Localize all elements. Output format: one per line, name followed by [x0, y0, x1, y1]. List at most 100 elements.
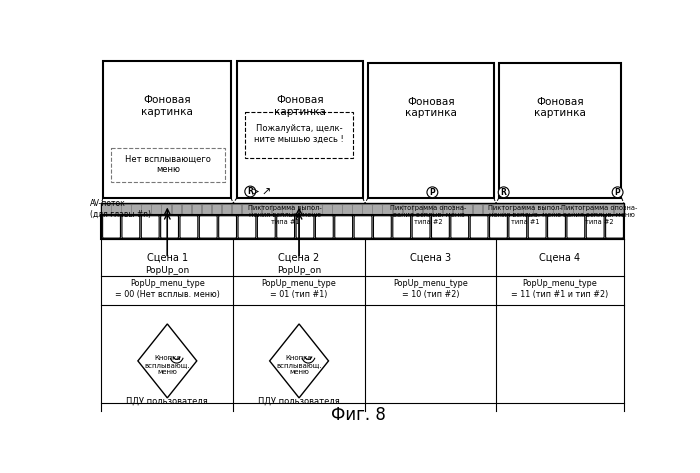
- FancyBboxPatch shape: [102, 215, 624, 239]
- FancyBboxPatch shape: [504, 205, 512, 213]
- Text: Фоновая
картинка: Фоновая картинка: [405, 96, 457, 118]
- Circle shape: [245, 186, 255, 197]
- FancyBboxPatch shape: [484, 205, 491, 213]
- FancyBboxPatch shape: [103, 216, 120, 238]
- FancyBboxPatch shape: [245, 112, 354, 158]
- Text: Пиктограмма выпол-
нения всплыв. меню
типа #1: Пиктограмма выпол- нения всплыв. меню ти…: [248, 205, 322, 225]
- FancyBboxPatch shape: [102, 205, 110, 213]
- FancyBboxPatch shape: [273, 205, 281, 213]
- Text: Пиктограмма опозна-
вания всплыв. меню
типа #2: Пиктограмма опозна- вания всплыв. меню т…: [561, 205, 637, 225]
- FancyBboxPatch shape: [374, 216, 391, 238]
- Text: Кнопка
всплывающ.
меню: Кнопка всплывающ. меню: [144, 355, 190, 375]
- FancyBboxPatch shape: [567, 216, 584, 238]
- FancyBboxPatch shape: [223, 205, 230, 213]
- FancyBboxPatch shape: [584, 205, 592, 213]
- Text: Нет всплывающего
меню: Нет всплывающего меню: [125, 155, 211, 174]
- FancyBboxPatch shape: [594, 205, 602, 213]
- Circle shape: [612, 187, 623, 198]
- Text: PopUp_on: PopUp_on: [145, 266, 190, 275]
- FancyBboxPatch shape: [514, 205, 522, 213]
- Text: R: R: [500, 188, 507, 197]
- FancyBboxPatch shape: [412, 216, 430, 238]
- FancyBboxPatch shape: [354, 216, 372, 238]
- FancyBboxPatch shape: [122, 205, 130, 213]
- FancyBboxPatch shape: [313, 205, 321, 213]
- FancyBboxPatch shape: [103, 61, 231, 198]
- Text: P: P: [430, 188, 435, 197]
- FancyBboxPatch shape: [243, 205, 251, 213]
- FancyBboxPatch shape: [474, 205, 482, 213]
- FancyBboxPatch shape: [112, 205, 120, 213]
- Text: PopUp_menu_type
= 10 (тип #2): PopUp_menu_type = 10 (тип #2): [393, 279, 468, 298]
- FancyBboxPatch shape: [494, 205, 501, 213]
- FancyBboxPatch shape: [470, 216, 488, 238]
- FancyBboxPatch shape: [203, 205, 210, 213]
- Text: Фиг. 8: Фиг. 8: [331, 406, 386, 424]
- FancyBboxPatch shape: [303, 205, 311, 213]
- FancyBboxPatch shape: [534, 205, 542, 213]
- FancyBboxPatch shape: [354, 205, 361, 213]
- FancyBboxPatch shape: [333, 205, 341, 213]
- FancyBboxPatch shape: [574, 205, 582, 213]
- Circle shape: [427, 187, 438, 198]
- FancyBboxPatch shape: [316, 216, 333, 238]
- FancyBboxPatch shape: [451, 216, 469, 238]
- Text: ПДУ пользователя: ПДУ пользователя: [258, 396, 340, 405]
- FancyBboxPatch shape: [393, 216, 411, 238]
- FancyBboxPatch shape: [544, 205, 552, 213]
- FancyBboxPatch shape: [343, 205, 351, 213]
- FancyBboxPatch shape: [489, 216, 508, 238]
- FancyBboxPatch shape: [464, 205, 471, 213]
- FancyBboxPatch shape: [454, 205, 461, 213]
- FancyBboxPatch shape: [424, 205, 431, 213]
- Text: Пиктограмма выпол-
нения всплыв. меню
типа #1: Пиктограмма выпол- нения всплыв. меню ти…: [489, 205, 562, 225]
- FancyBboxPatch shape: [199, 216, 217, 238]
- Text: P: P: [615, 188, 620, 197]
- FancyBboxPatch shape: [323, 205, 331, 213]
- FancyBboxPatch shape: [193, 205, 200, 213]
- FancyBboxPatch shape: [102, 203, 624, 215]
- FancyBboxPatch shape: [335, 216, 353, 238]
- FancyBboxPatch shape: [363, 205, 371, 213]
- Text: Пиктограмма опозна-
вания всплыв. меню
типа #2: Пиктограмма опозна- вания всплыв. меню т…: [391, 205, 467, 225]
- FancyBboxPatch shape: [414, 205, 421, 213]
- Polygon shape: [138, 324, 197, 398]
- FancyBboxPatch shape: [132, 205, 140, 213]
- Circle shape: [498, 187, 509, 198]
- Text: Пожалуйста, щелк-
ните мышью здесь !: Пожалуйста, щелк- ните мышью здесь !: [254, 124, 344, 143]
- FancyBboxPatch shape: [253, 205, 260, 213]
- FancyBboxPatch shape: [283, 205, 290, 213]
- FancyBboxPatch shape: [180, 216, 198, 238]
- FancyBboxPatch shape: [183, 205, 190, 213]
- Text: R: R: [247, 187, 253, 196]
- FancyBboxPatch shape: [172, 205, 180, 213]
- FancyBboxPatch shape: [605, 205, 612, 213]
- FancyBboxPatch shape: [528, 216, 546, 238]
- Text: Сцена 3: Сцена 3: [410, 253, 451, 263]
- FancyBboxPatch shape: [606, 216, 624, 238]
- Text: Сцена 2: Сцена 2: [279, 253, 320, 263]
- FancyBboxPatch shape: [258, 216, 275, 238]
- FancyBboxPatch shape: [238, 216, 256, 238]
- FancyBboxPatch shape: [161, 216, 178, 238]
- Text: ↗: ↗: [261, 187, 270, 197]
- FancyBboxPatch shape: [587, 216, 604, 238]
- FancyBboxPatch shape: [547, 216, 566, 238]
- FancyBboxPatch shape: [237, 61, 363, 198]
- FancyBboxPatch shape: [263, 205, 270, 213]
- Text: ПДУ пользователя: ПДУ пользователя: [127, 396, 208, 405]
- FancyBboxPatch shape: [153, 205, 160, 213]
- Text: Фоновая
картинка: Фоновая картинка: [141, 95, 193, 117]
- Text: Фоновая
картинка: Фоновая картинка: [274, 95, 326, 117]
- FancyBboxPatch shape: [213, 205, 220, 213]
- FancyBboxPatch shape: [509, 216, 526, 238]
- Text: Фоновая
картинка: Фоновая картинка: [534, 96, 586, 118]
- FancyBboxPatch shape: [404, 205, 411, 213]
- FancyBboxPatch shape: [368, 63, 493, 198]
- FancyBboxPatch shape: [276, 216, 295, 238]
- Text: Сцена 4: Сцена 4: [539, 253, 580, 263]
- FancyBboxPatch shape: [499, 63, 622, 198]
- Text: Кнопка
всплывающ.
меню: Кнопка всплывающ. меню: [276, 355, 322, 375]
- FancyBboxPatch shape: [141, 216, 159, 238]
- Text: Сцена 1: Сцена 1: [147, 253, 188, 263]
